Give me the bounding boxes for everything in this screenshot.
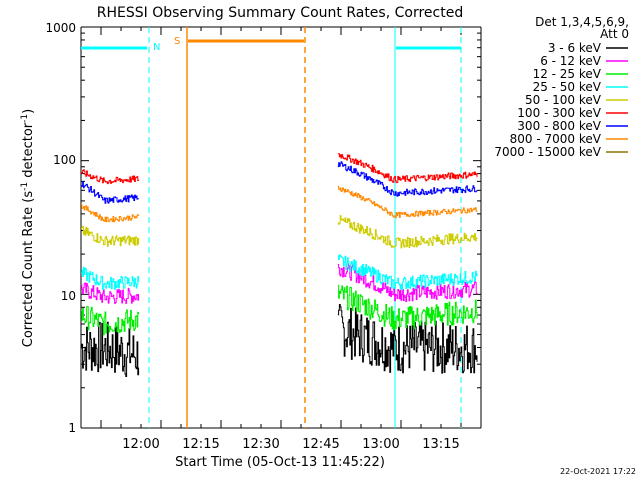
boundary-lines — [148, 27, 462, 428]
series-line-6-12keV-b — [337, 263, 478, 302]
x-tick-label-1215: 12:15 — [182, 437, 219, 452]
series-line-800-7000keV-a — [81, 203, 140, 223]
y-axis-label-sup1: -1 — [20, 182, 30, 191]
x-tick-label-1245: 12:45 — [302, 437, 339, 452]
legend-label-100-300keV: 100 - 300 keV — [517, 106, 601, 120]
legend-header-line1: Det 1,3,4,5,6,9, — [535, 15, 629, 29]
series-line-300-800keV-b — [337, 161, 478, 197]
state-flags: N S — [81, 36, 461, 53]
y-axis-label-sup2: -1 — [20, 114, 30, 123]
legend-label-7000-15000keV: 7000 - 15000 keV — [494, 145, 601, 159]
timestamp: 22-Oct-2021 17:22 — [560, 467, 636, 476]
series-line-50-100keV-a — [81, 225, 140, 247]
legend-label-6-12keV: 6 - 12 keV — [540, 54, 602, 68]
series-line-3-6keV-b — [337, 304, 478, 374]
y-axis-label-part3: ) — [21, 109, 36, 114]
series-line-25-50keV-b — [337, 254, 478, 291]
legend-label-12-25keV: 12 - 25 keV — [533, 67, 602, 81]
y-axis-label-part2: detector — [21, 122, 36, 182]
legend-label-300-800keV: 300 - 800 keV — [517, 119, 601, 133]
series-layer — [81, 153, 478, 377]
plot-background — [81, 27, 481, 428]
series-line-800-7000keV-b — [337, 185, 478, 219]
series-line-12-25keV-b — [337, 284, 478, 331]
series-line-100-300keV-b — [337, 153, 478, 184]
x-tick-label-1200: 12:00 — [122, 437, 159, 452]
series-line-100-300keV-a — [81, 169, 140, 185]
y-tick-label-1000: 1000 — [45, 21, 76, 35]
y-tick-label-10: 10 — [61, 289, 76, 303]
x-tick-label-1230: 12:30 — [242, 437, 279, 452]
chart-title: RHESSI Observing Summary Count Rates, Co… — [97, 5, 463, 21]
legend-label-50-100keV: 50 - 100 keV — [525, 93, 602, 107]
series-line-6-12keV-a — [81, 282, 140, 304]
y-tick-label-1: 1 — [68, 421, 76, 435]
y-tick-label-100: 100 — [53, 153, 76, 167]
series-line-300-800keV-a — [81, 181, 140, 204]
legend-label-25-50keV: 25 - 50 keV — [533, 80, 602, 94]
series-line-50-100keV-b — [337, 215, 478, 249]
y-axis-label-part1: Corrected Count Rate (s — [21, 191, 36, 348]
x-tick-label-1300: 13:00 — [362, 437, 399, 452]
legend-header-line2: Att 0 — [600, 27, 629, 41]
series-line-3-6keV-a — [81, 321, 140, 377]
series-line-12-25keV-a — [81, 306, 140, 336]
y-axis-label: Corrected Count Rate (s-1 detector-1) — [20, 109, 36, 347]
x-axis-label: Start Time (05-Oct-13 11:45:22) — [175, 455, 385, 470]
legend-label-800-7000keV: 800 - 7000 keV — [510, 132, 602, 146]
series-line-25-50keV-a — [81, 266, 140, 291]
saa-flag-label: S — [174, 36, 180, 47]
x-tick-label-1315: 13:15 — [422, 437, 459, 452]
night-flag-label: N — [153, 42, 160, 53]
legend-label-3-6keV: 3 - 6 keV — [548, 41, 602, 55]
y-ticks — [81, 32, 481, 429]
